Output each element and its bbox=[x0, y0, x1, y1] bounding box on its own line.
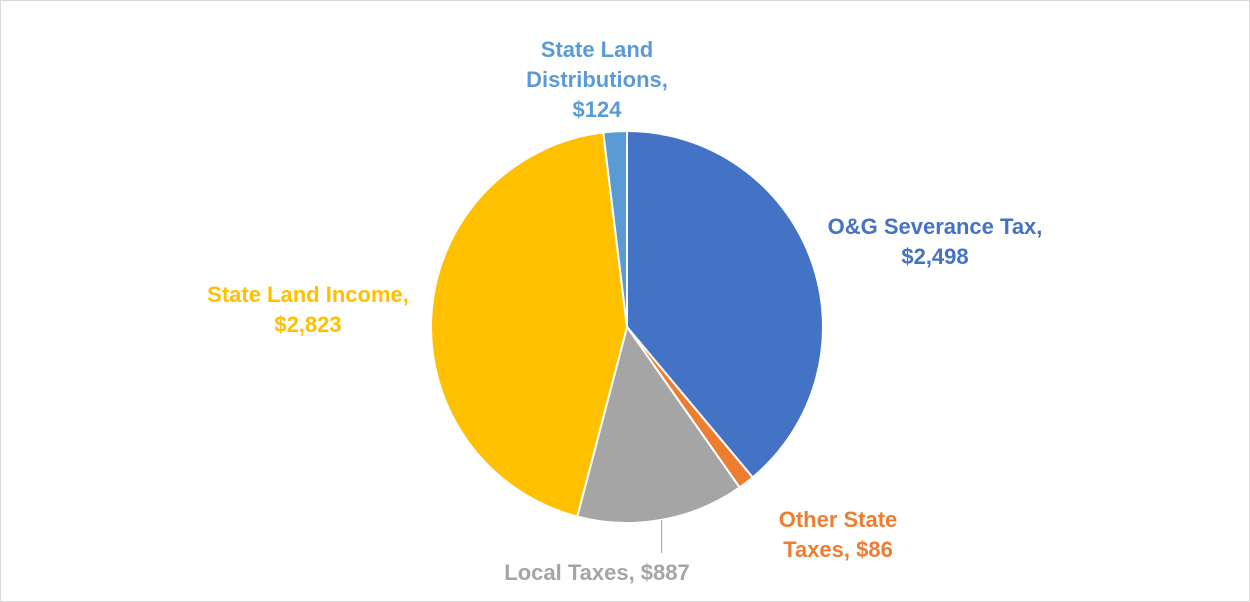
data-label: State Land Income, $2,823 bbox=[207, 282, 409, 337]
data-label: O&G Severance Tax, $2,498 bbox=[827, 214, 1043, 269]
pie-slice bbox=[626, 129, 824, 479]
pie-slice bbox=[430, 131, 629, 518]
data-label: Other State Taxes, $86 bbox=[778, 507, 898, 562]
pie-slice bbox=[602, 129, 628, 328]
data-label: State Land Distributions, $124 bbox=[526, 37, 668, 122]
data-label: Local Taxes, $887 bbox=[504, 560, 690, 585]
pie-slice bbox=[576, 324, 741, 524]
